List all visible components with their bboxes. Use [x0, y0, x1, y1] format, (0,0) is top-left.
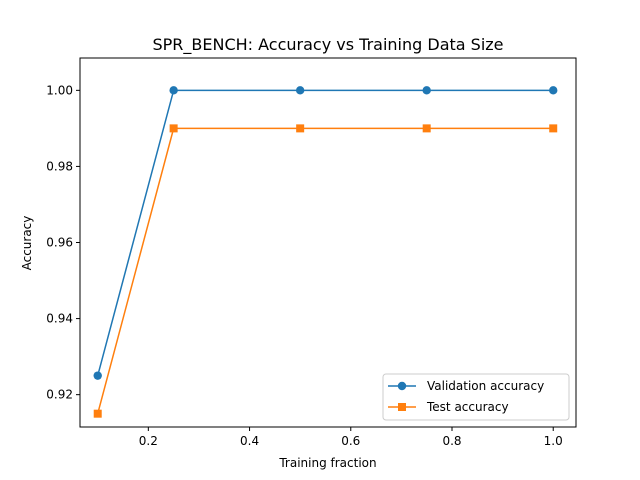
- x-axis: 0.2 0.4 0.6 0.8 1.0: [139, 427, 563, 448]
- legend-marker-1: [398, 403, 406, 411]
- legend: Validation accuracy Test accuracy: [382, 373, 570, 421]
- series-point-0: [295, 86, 305, 95]
- series-point-0: [549, 86, 558, 95]
- plot-frame: [79, 57, 577, 428]
- legend-label-0: Validation accuracy: [427, 379, 544, 393]
- chart-title: SPR_BENCH: Accuracy vs Training Data Siz…: [152, 35, 503, 55]
- x-axis-label: Training fraction: [278, 456, 376, 470]
- series-point-1: [296, 124, 305, 133]
- series-point-1: [422, 124, 431, 133]
- y-axis: 0.92 0.94 0.96 0.98 1.00: [46, 83, 80, 402]
- series-point-1: [169, 124, 178, 133]
- y-tick-label: 1.00: [46, 83, 73, 97]
- x-tick-label: 0.4: [240, 434, 259, 448]
- series-point-1: [93, 409, 102, 418]
- x-tick-label: 1.0: [544, 434, 563, 448]
- legend-box: [382, 373, 570, 421]
- y-tick-label: 0.92: [46, 388, 73, 402]
- legend-marker-0: [397, 381, 407, 391]
- series-line-0: [96, 89, 554, 376]
- x-tick-label: 0.2: [139, 434, 158, 448]
- y-tick-label: 0.98: [46, 159, 73, 173]
- x-tick-label: 0.8: [442, 434, 461, 448]
- y-tick-label: 0.96: [46, 236, 73, 250]
- plot-area: [79, 57, 577, 428]
- series-line-1: [96, 127, 554, 414]
- legend-label-1: Test accuracy: [426, 400, 509, 414]
- series-layer: [93, 86, 558, 418]
- y-tick-label: 0.94: [46, 312, 73, 326]
- series-point-1: [549, 124, 558, 133]
- series-point-0: [169, 86, 178, 95]
- series-point-0: [93, 371, 102, 380]
- series-point-0: [422, 86, 431, 95]
- y-axis-label: Accuracy: [20, 216, 34, 271]
- x-tick-label: 0.6: [341, 434, 360, 448]
